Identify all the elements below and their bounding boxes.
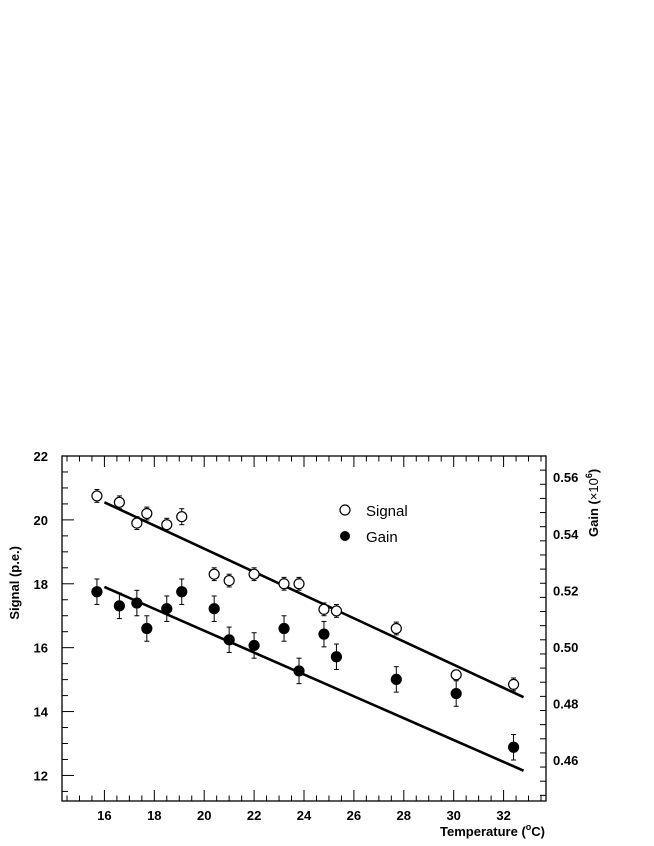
y-right-tick-label: 0.46: [553, 753, 578, 768]
signal-point: [141, 507, 153, 520]
signal-point: [450, 669, 462, 681]
y-left-tick-label: 20: [34, 513, 48, 528]
x-tick-label: 26: [347, 808, 361, 823]
signal-point: [330, 605, 343, 617]
y-left-tick-label: 14: [34, 705, 49, 720]
gain-point: [507, 741, 520, 753]
gain-point: [450, 687, 462, 700]
gain-point: [113, 600, 125, 612]
gain-point: [390, 673, 402, 686]
signal-point: [113, 496, 125, 508]
y-left-tick-label: 16: [34, 641, 48, 656]
y-right-tick-label: 0.50: [553, 640, 578, 655]
signal-point: [278, 578, 290, 590]
gain-point: [223, 634, 235, 646]
x-tick-label: 28: [397, 808, 411, 823]
y-left-tick-label: 12: [34, 768, 48, 783]
left-y-axis: 12 14 16 18 20 22: [34, 449, 74, 792]
y-right-tick-label: 0.54: [553, 527, 579, 542]
signal-point: [293, 578, 305, 590]
right-y-axis-title: Gain (×106): [584, 469, 601, 537]
legend-gain-label: Gain: [366, 529, 398, 546]
x-tick-label: 20: [197, 808, 211, 823]
signal-point: [208, 568, 220, 580]
signal-point: [91, 490, 103, 502]
gain-point: [318, 628, 330, 640]
right-y-axis: 0.46 0.48 0.50 0.52 0.54 0.56: [540, 455, 579, 796]
fit-lines: [103, 501, 525, 772]
x-tick-label: 18: [147, 808, 161, 823]
gain-point: [293, 665, 305, 677]
gain-point: [131, 597, 143, 609]
gain-point: [330, 651, 343, 663]
signal-point: [248, 568, 260, 580]
y-right-tick-label: 0.56: [553, 470, 578, 485]
legend-gain-marker: [340, 531, 350, 541]
x-tick-label: 16: [97, 808, 111, 823]
signal-point: [131, 517, 143, 529]
gain-fit-line: [103, 585, 525, 772]
y-left-tick-label: 18: [34, 577, 48, 592]
x-axis-title: Temperature (oC): [440, 822, 545, 839]
legend: Signal Gain: [339, 503, 408, 546]
legend-signal-marker: [339, 504, 351, 516]
signal-point: [318, 603, 330, 615]
gain-point: [176, 586, 188, 598]
x-tick-label: 24: [297, 808, 312, 823]
x-tick-label: 22: [247, 808, 261, 823]
gain-point: [278, 622, 290, 635]
gain-point: [141, 622, 153, 635]
signal-fit-line: [103, 501, 525, 699]
left-y-axis-title: Signal (p.e.): [7, 546, 22, 620]
x-tick-label: 32: [496, 808, 510, 823]
y-right-tick-label: 0.52: [553, 583, 578, 598]
y-right-tick-label: 0.48: [553, 696, 578, 711]
y-left-tick-label: 22: [34, 449, 48, 464]
legend-signal-label: Signal: [366, 503, 408, 520]
gain-point: [248, 639, 260, 652]
x-axis: 16 18 20 22 24 26 28 30 32: [66, 456, 542, 823]
signal-point: [390, 622, 402, 635]
signal-point: [223, 574, 235, 587]
x-tick-label: 30: [446, 808, 460, 823]
signal-point: [176, 511, 188, 523]
signal-point: [507, 678, 520, 691]
data-points: [91, 489, 520, 761]
signal-point: [161, 519, 173, 531]
gain-point: [161, 603, 173, 615]
gain-point: [208, 603, 220, 615]
gain-point: [91, 586, 103, 598]
